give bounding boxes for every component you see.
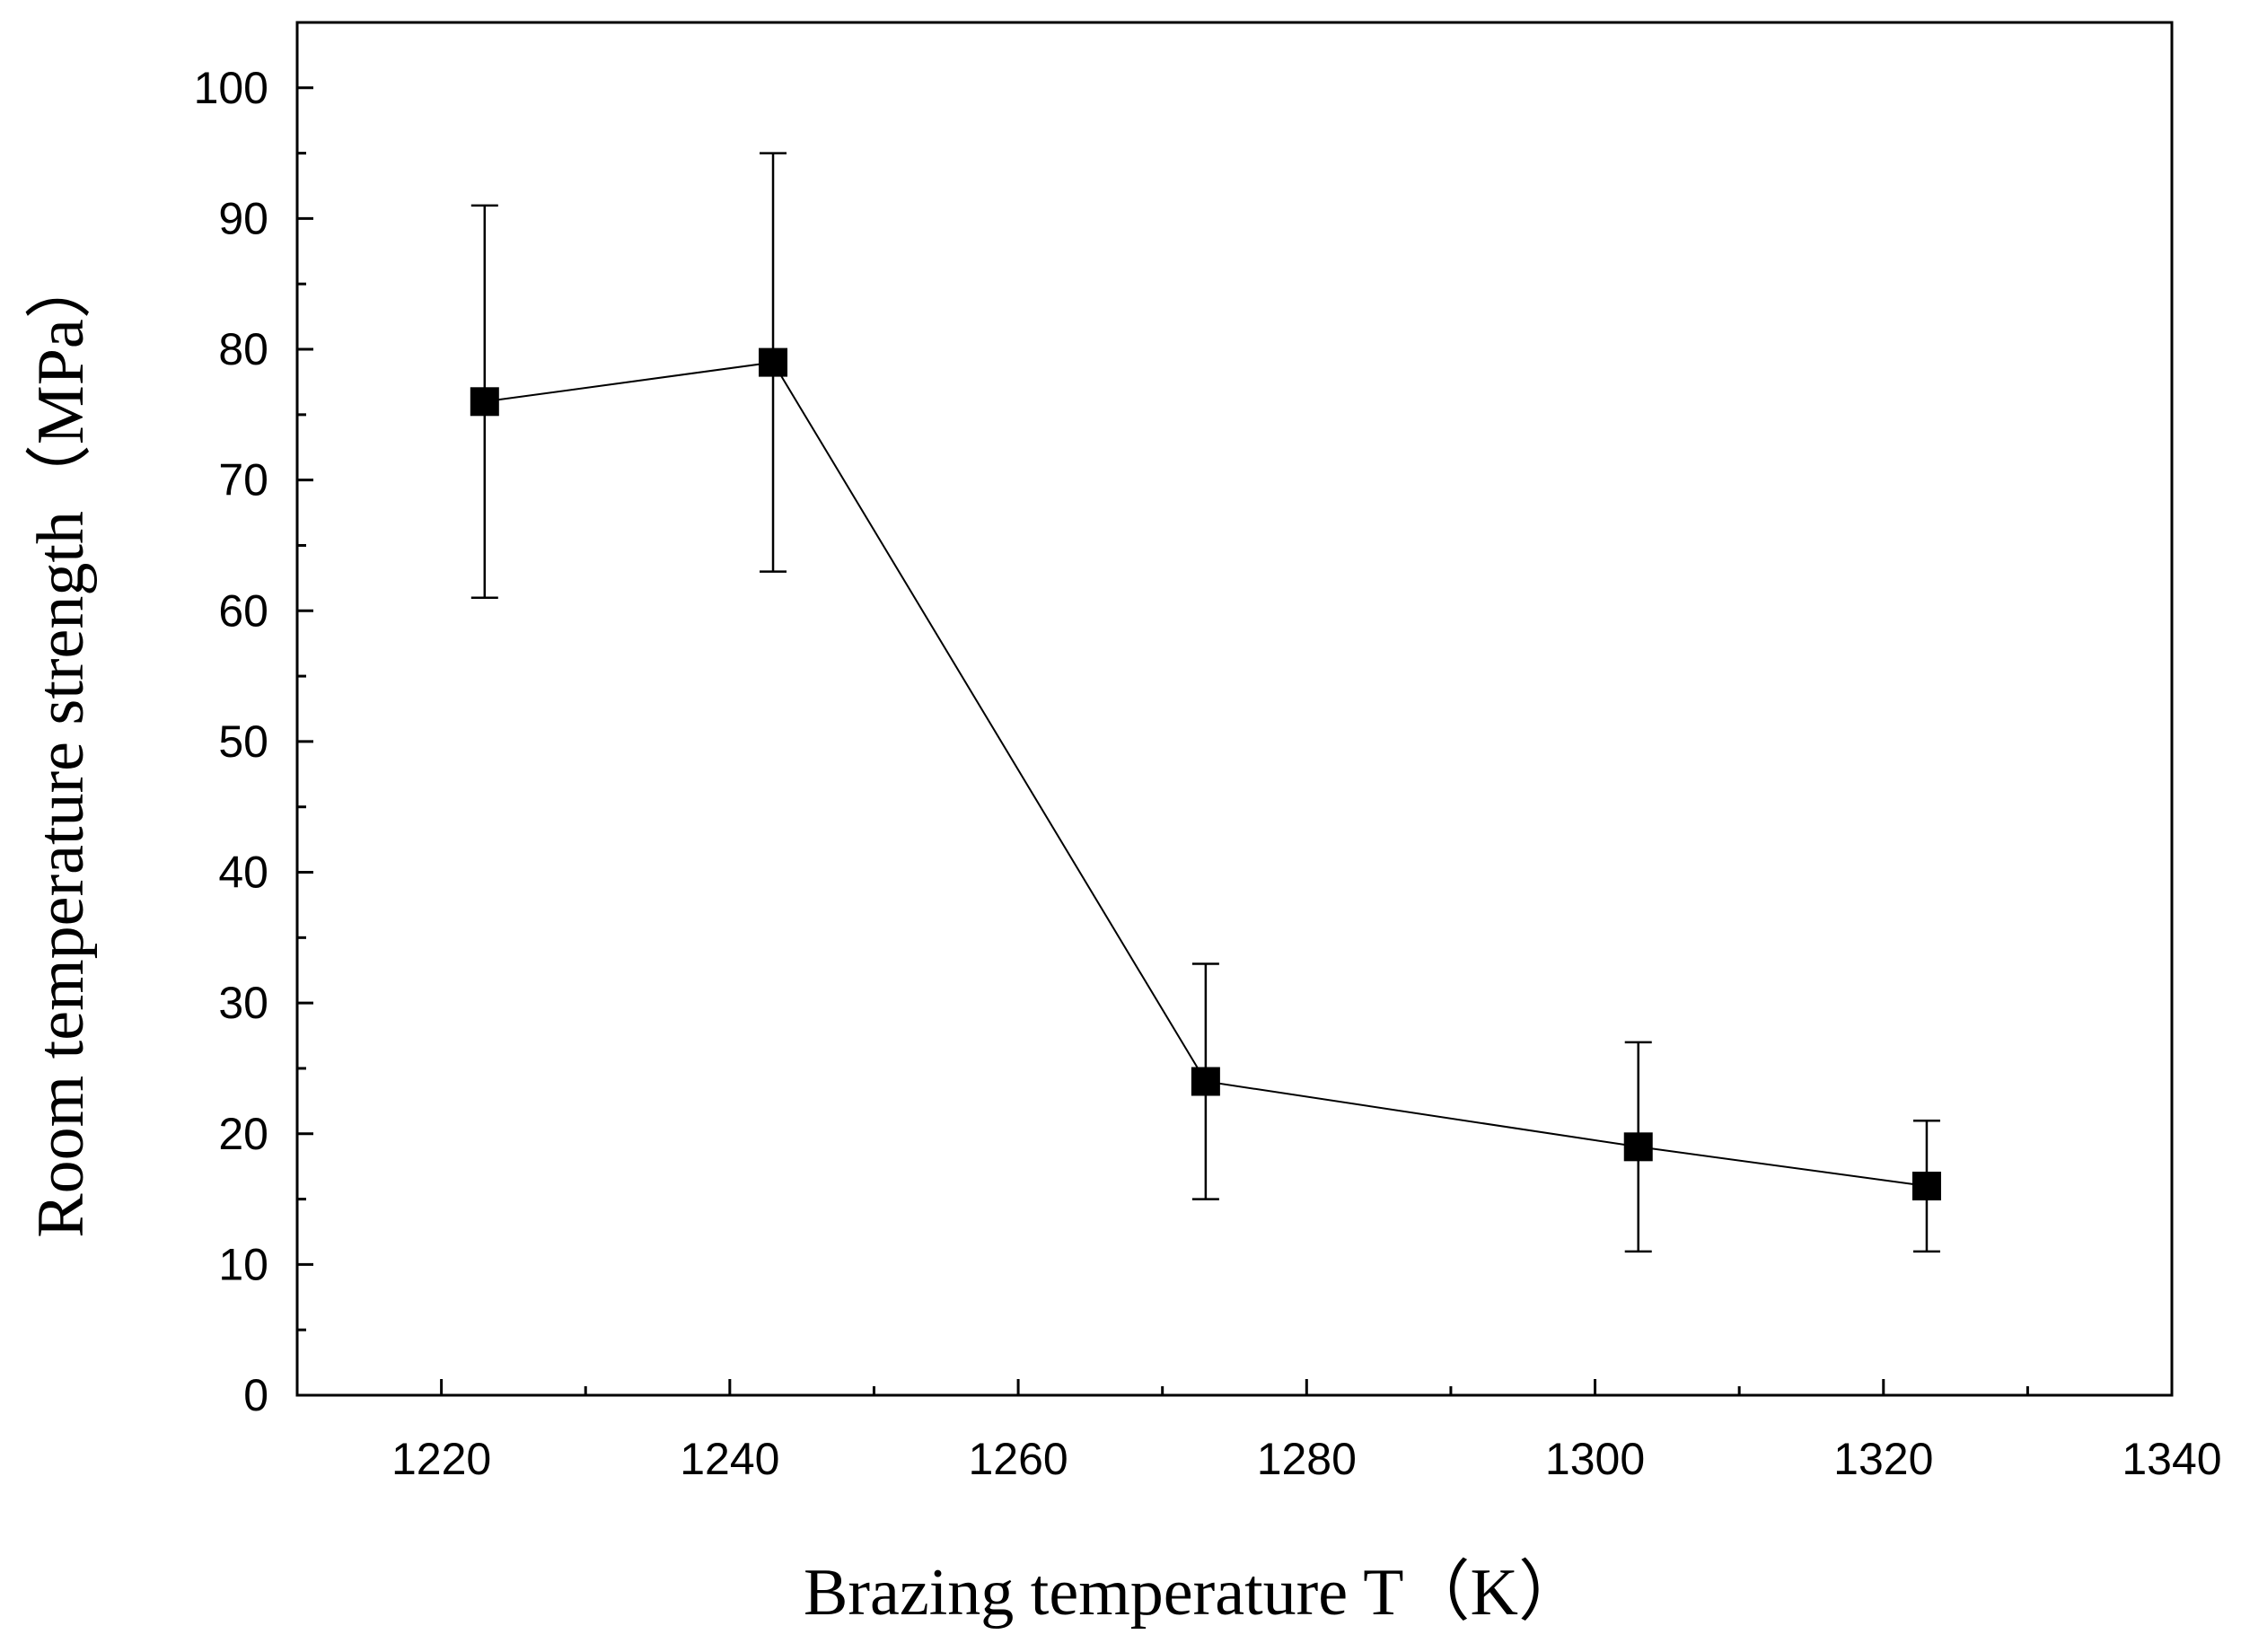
y-tick-label-70: 70 [218, 455, 268, 505]
x-tick-label-1320: 1320 [1833, 1434, 1933, 1484]
y-tick-label-80: 80 [218, 324, 268, 374]
y-tick-label-20: 20 [218, 1109, 268, 1159]
x-axis-ticks [440, 1379, 2174, 1395]
plot-frame [295, 21, 2174, 1397]
y-tick-label-60: 60 [218, 585, 268, 636]
x-tick-label-1300: 1300 [1545, 1434, 1645, 1484]
y-tick-label-40: 40 [218, 848, 268, 898]
data-point-1243 [759, 347, 788, 377]
y-tick-label-0: 0 [243, 1370, 268, 1420]
y-tick-label-100: 100 [194, 63, 268, 113]
x-tick-label-1260: 1260 [968, 1434, 1068, 1484]
data-point-1303 [1623, 1132, 1653, 1162]
data-point-1223 [470, 387, 499, 417]
x-tick-label-1240: 1240 [680, 1434, 779, 1484]
y-axis-tick-labels: 0 10 20 30 40 50 60 70 80 90 100 [194, 63, 268, 1420]
y-axis-ticks [297, 86, 313, 1397]
data-point-1273 [1191, 1067, 1220, 1096]
x-axis-tick-labels: 1220 1240 1260 1280 1300 1320 1340 [391, 1434, 2222, 1484]
y-axis-title: Room temperature strength（MPa） [24, 252, 98, 1237]
y-tick-label-50: 50 [218, 716, 268, 767]
x-axis-title: Brazing temperature T（K） [804, 1556, 1585, 1630]
y-tick-label-90: 90 [218, 193, 268, 243]
x-tick-label-1340: 1340 [2122, 1434, 2221, 1484]
y-tick-label-30: 30 [218, 978, 268, 1028]
x-tick-label-1220: 1220 [391, 1434, 491, 1484]
data-point-1323 [1911, 1172, 1941, 1201]
x-tick-label-1280: 1280 [1257, 1434, 1357, 1484]
y-tick-label-10: 10 [218, 1239, 268, 1289]
series-layer [470, 152, 1941, 1253]
